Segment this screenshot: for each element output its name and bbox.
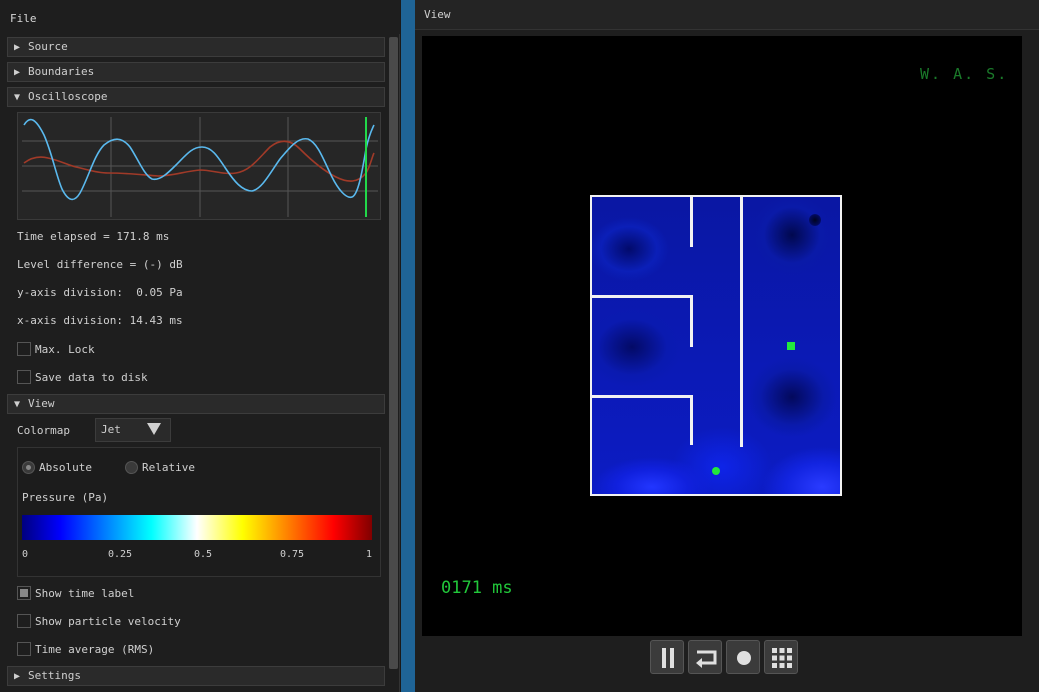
colormap-value: Jet	[101, 423, 121, 436]
section-oscilloscope[interactable]: ▼ Oscilloscope	[7, 87, 385, 107]
checkbox-box[interactable]	[17, 370, 31, 384]
checkbox-box[interactable]	[17, 586, 31, 600]
scrollbar-thumb[interactable]	[389, 37, 398, 669]
source-marker[interactable]	[787, 342, 795, 350]
triangle-down-icon: ▼	[14, 399, 21, 410]
section-source[interactable]: ▶ Source	[7, 37, 385, 57]
checkbox-box[interactable]	[17, 642, 31, 656]
wall	[690, 295, 693, 347]
section-boundaries[interactable]: ▶ Boundaries	[7, 62, 385, 82]
section-source-label: Source	[28, 40, 68, 53]
colormap-select[interactable]: Jet	[95, 418, 171, 442]
colorbar-tick: 0.25	[108, 549, 133, 560]
trace-pressure-blue	[23, 118, 375, 201]
oscilloscope-plot	[17, 112, 381, 220]
pressure-label: Pressure (Pa)	[22, 491, 109, 504]
menu-file[interactable]: File	[10, 12, 37, 25]
wall	[740, 197, 743, 447]
radio-button[interactable]	[22, 460, 35, 474]
triangle-right-icon: ▶	[14, 67, 21, 78]
wall	[592, 395, 692, 398]
colorbar-tick: 1	[366, 549, 373, 560]
colorbar-tick: 0	[22, 549, 29, 560]
level-difference-text: Level difference = (-) dB	[17, 258, 183, 271]
show-time-label-label: Show time label	[35, 586, 135, 600]
section-settings[interactable]: ▶ Settings	[7, 666, 385, 686]
trace-pressure-red	[23, 140, 375, 182]
pause-button[interactable]	[650, 640, 684, 674]
wall	[690, 197, 693, 247]
radio-relative[interactable]: Relative	[125, 459, 195, 475]
checkbox-box[interactable]	[17, 342, 31, 356]
triangle-right-icon: ▶	[14, 671, 21, 682]
show-time-label-checkbox[interactable]: Show time label	[17, 585, 134, 601]
chevron-down-icon[interactable]	[147, 423, 161, 435]
show-particle-velocity-label: Show particle velocity	[35, 614, 181, 628]
x-axis-division-text: x-axis division: 14.43 ms	[17, 314, 183, 327]
wall	[690, 395, 693, 445]
wall	[592, 295, 692, 298]
save-data-label: Save data to disk	[35, 370, 148, 384]
show-particle-velocity-checkbox[interactable]: Show particle velocity	[17, 613, 181, 629]
colorbar	[22, 515, 372, 540]
colormap-label: Colormap	[17, 424, 70, 437]
radio-absolute-label: Absolute	[39, 460, 92, 474]
y-axis-division-text: y-axis division: 0.05 Pa	[17, 286, 183, 299]
pressure-node	[809, 214, 821, 226]
time-average-checkbox[interactable]: Time average (RMS)	[17, 641, 154, 657]
radio-relative-label: Relative	[142, 460, 195, 474]
view-title: View	[424, 8, 451, 21]
record-icon	[737, 651, 751, 665]
radio-button[interactable]	[125, 460, 138, 474]
time-average-label: Time average (RMS)	[35, 642, 155, 656]
section-oscilloscope-label: Oscilloscope	[28, 90, 108, 103]
colormap-settings-box	[17, 447, 381, 577]
time-elapsed-text: Time elapsed = 171.8 ms	[17, 230, 170, 243]
view-titlebar	[415, 0, 1039, 30]
radio-absolute[interactable]: Absolute	[22, 459, 92, 475]
menu-bar: File	[0, 0, 400, 34]
control-panel: File ▶ Source ▶ Boundaries ▼ Oscilloscope T…	[0, 0, 400, 692]
record-button[interactable]	[726, 640, 760, 674]
reset-icon	[696, 650, 717, 668]
max-lock-label: Max. Lock	[35, 342, 95, 356]
colorbar-tick: 0.75	[280, 549, 305, 560]
save-data-checkbox[interactable]: Save data to disk	[17, 369, 148, 385]
checkbox-box[interactable]	[17, 614, 31, 628]
triangle-down-icon: ▼	[14, 92, 21, 103]
reset-button[interactable]	[688, 640, 722, 674]
grid-icon	[772, 648, 792, 668]
section-settings-label: Settings	[28, 669, 81, 682]
oscilloscope-svg	[22, 117, 378, 217]
pause-icon	[662, 648, 674, 668]
max-lock-checkbox[interactable]: Max. Lock	[17, 341, 95, 357]
grid-button[interactable]	[764, 640, 798, 674]
panel-divider[interactable]	[401, 0, 415, 692]
room-pressure-field[interactable]	[590, 195, 842, 496]
listener-marker[interactable]	[712, 467, 720, 475]
triangle-right-icon: ▶	[14, 42, 21, 53]
section-view[interactable]: ▼ View	[7, 394, 385, 414]
section-view-label: View	[28, 397, 55, 410]
colorbar-tick: 0.5	[194, 549, 213, 560]
time-overlay-label: 0171 ms	[441, 578, 513, 598]
was-label: W. A. S.	[920, 65, 1009, 83]
section-boundaries-label: Boundaries	[28, 65, 95, 78]
